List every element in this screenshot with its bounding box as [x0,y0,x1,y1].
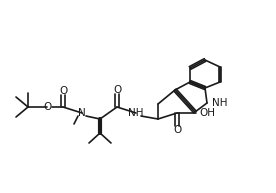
Text: O: O [59,86,67,96]
Text: N: N [78,108,86,118]
Text: OH: OH [199,108,215,118]
Text: O: O [173,125,181,135]
Text: NH: NH [128,108,144,118]
Text: O: O [113,85,121,95]
Text: O: O [44,102,52,112]
Text: NH: NH [212,98,227,108]
